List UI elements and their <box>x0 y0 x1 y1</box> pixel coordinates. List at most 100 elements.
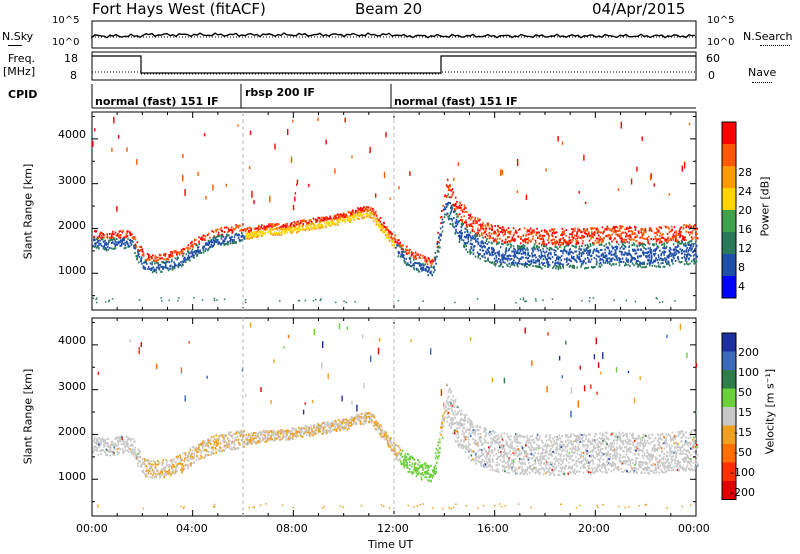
data-point <box>514 231 517 234</box>
data-point <box>513 251 516 254</box>
data-point <box>597 255 599 258</box>
data-point <box>336 224 339 226</box>
data-point <box>245 433 248 436</box>
data-point <box>523 245 526 247</box>
data-point <box>331 219 334 221</box>
data-point <box>270 230 272 233</box>
data-point <box>461 232 463 235</box>
data-point <box>316 219 319 222</box>
data-point <box>99 439 102 442</box>
data-point <box>247 235 250 238</box>
data-point <box>467 233 469 236</box>
data-point <box>659 226 662 229</box>
data-point <box>320 426 322 429</box>
data-point <box>449 223 452 225</box>
data-point <box>409 261 412 264</box>
sparse-point <box>620 121 622 129</box>
data-point <box>441 218 444 221</box>
data-point <box>675 231 678 234</box>
data-point <box>237 438 240 441</box>
data-point <box>245 438 247 441</box>
data-point <box>212 236 215 239</box>
data-point <box>129 231 131 234</box>
data-point <box>596 232 599 235</box>
data-point <box>501 242 503 245</box>
data-point <box>182 252 185 255</box>
data-point <box>683 224 685 226</box>
data-point <box>384 431 386 433</box>
data-point <box>93 235 95 238</box>
data-point <box>439 233 441 236</box>
data-point <box>498 250 500 253</box>
data-point <box>616 248 618 251</box>
data-point <box>210 451 213 453</box>
sparse-point <box>583 154 585 161</box>
data-point <box>279 435 281 438</box>
data-point <box>502 227 505 230</box>
data-point <box>678 251 681 254</box>
data-point <box>469 218 472 221</box>
data-point <box>501 257 503 260</box>
data-point <box>497 253 500 256</box>
data-point <box>652 253 655 256</box>
data-point <box>243 430 245 433</box>
data-point <box>674 240 677 242</box>
data-point <box>368 211 371 214</box>
data-point <box>629 230 631 232</box>
data-point <box>233 433 235 435</box>
data-point <box>451 188 454 191</box>
data-point <box>472 253 475 255</box>
data-point <box>204 249 206 252</box>
data-point <box>148 267 151 270</box>
data-point <box>668 254 670 257</box>
data-point <box>249 229 252 232</box>
data-point <box>328 426 331 429</box>
data-point <box>285 226 287 228</box>
data-point <box>635 261 638 264</box>
data-point <box>563 241 565 244</box>
data-point <box>607 262 609 264</box>
data-point <box>533 245 535 248</box>
data-point <box>482 249 485 252</box>
data-point <box>177 251 180 254</box>
data-point <box>152 476 154 479</box>
data-point <box>573 256 575 258</box>
data-point <box>685 230 688 233</box>
data-point <box>625 226 628 229</box>
data-point <box>419 265 421 268</box>
data-point <box>119 437 122 440</box>
data-point <box>549 251 552 254</box>
data-point <box>443 216 446 219</box>
data-point <box>459 234 461 237</box>
data-point <box>611 233 613 236</box>
data-point <box>513 247 515 250</box>
sparse-point <box>184 189 186 196</box>
data-point <box>466 211 468 214</box>
data-point <box>313 426 315 429</box>
data-point <box>668 249 671 252</box>
data-point <box>119 438 121 441</box>
data-point <box>205 242 208 245</box>
data-point <box>135 255 137 258</box>
data-point <box>155 474 157 476</box>
data-point <box>343 214 345 217</box>
data-point <box>401 255 404 258</box>
data-point <box>581 252 583 255</box>
data-point <box>474 220 477 223</box>
data-point <box>111 234 113 237</box>
data-point <box>518 258 520 261</box>
data-point <box>156 256 158 259</box>
data-point <box>568 265 571 268</box>
sparse-point <box>463 204 466 209</box>
data-point <box>498 254 501 257</box>
data-point <box>594 239 597 242</box>
data-point <box>176 465 179 468</box>
data-point <box>213 438 215 440</box>
data-point <box>210 453 213 455</box>
data-point <box>365 206 368 209</box>
data-point <box>306 226 308 229</box>
data-point <box>319 428 321 431</box>
data-point <box>530 262 532 265</box>
data-point <box>623 238 625 241</box>
data-point <box>207 439 209 442</box>
